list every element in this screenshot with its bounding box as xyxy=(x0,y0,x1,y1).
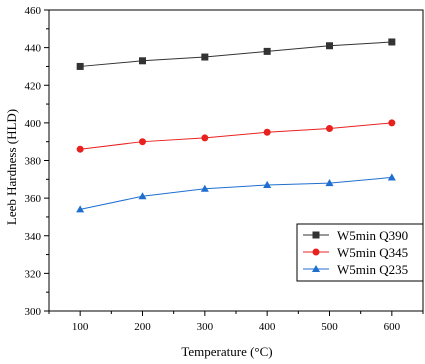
series-line xyxy=(80,122,392,150)
x-tick-label: 400 xyxy=(259,321,276,333)
data-point xyxy=(139,57,146,65)
legend-label: W5min Q345 xyxy=(337,245,408,260)
legend-label: W5min Q235 xyxy=(337,262,408,277)
series-w5min-q390 xyxy=(76,38,396,70)
x-tick-label: 200 xyxy=(134,321,151,333)
data-point xyxy=(388,38,396,46)
y-tick-label: 360 xyxy=(25,193,42,205)
legend-marker xyxy=(311,264,321,273)
legend-label: W5min Q390 xyxy=(337,228,408,243)
data-point xyxy=(263,128,271,136)
legend-marker xyxy=(312,231,320,239)
x-tick-label: 600 xyxy=(384,321,401,333)
y-tick-label: 460 xyxy=(25,5,42,17)
legend-marker xyxy=(312,248,320,256)
series-layer xyxy=(76,38,396,213)
y-tick-label: 320 xyxy=(25,268,42,280)
y-tick-label: 340 xyxy=(25,231,42,243)
y-axis-title: Leeb Hardness (HLD) xyxy=(4,109,19,225)
data-point xyxy=(139,138,146,146)
data-point xyxy=(76,145,84,153)
data-point xyxy=(263,180,272,188)
data-point xyxy=(201,134,209,142)
y-tick-label: 440 xyxy=(25,43,42,55)
data-point xyxy=(263,47,271,55)
x-axis-title: Temperature (°C) xyxy=(181,344,272,359)
y-tick-label: 380 xyxy=(25,156,42,168)
data-point xyxy=(76,205,85,213)
y-tick-label: 400 xyxy=(25,118,42,130)
data-point xyxy=(388,119,396,127)
series-w5min-q345 xyxy=(76,119,396,153)
x-tick-label: 500 xyxy=(321,321,338,333)
data-point xyxy=(201,53,209,61)
axes: 100 200 300 400 500 600 300 320 340 360 380 400 420 4… xyxy=(25,5,424,333)
x-tick-label: 100 xyxy=(72,321,89,333)
data-point xyxy=(387,173,396,181)
series-w5min-q235 xyxy=(76,173,396,213)
series-line xyxy=(80,176,392,210)
legend: W5min Q390 W5min Q345 W5min Q235 xyxy=(296,223,424,282)
data-point xyxy=(200,184,209,192)
data-point xyxy=(326,42,333,50)
y-tick-label: 420 xyxy=(25,80,42,92)
data-point xyxy=(76,62,84,70)
data-point xyxy=(326,125,333,133)
data-point xyxy=(138,192,147,200)
x-tick-label: 300 xyxy=(197,321,214,333)
series-line xyxy=(80,41,392,67)
y-tick-label: 300 xyxy=(25,306,42,318)
data-point xyxy=(325,179,334,187)
